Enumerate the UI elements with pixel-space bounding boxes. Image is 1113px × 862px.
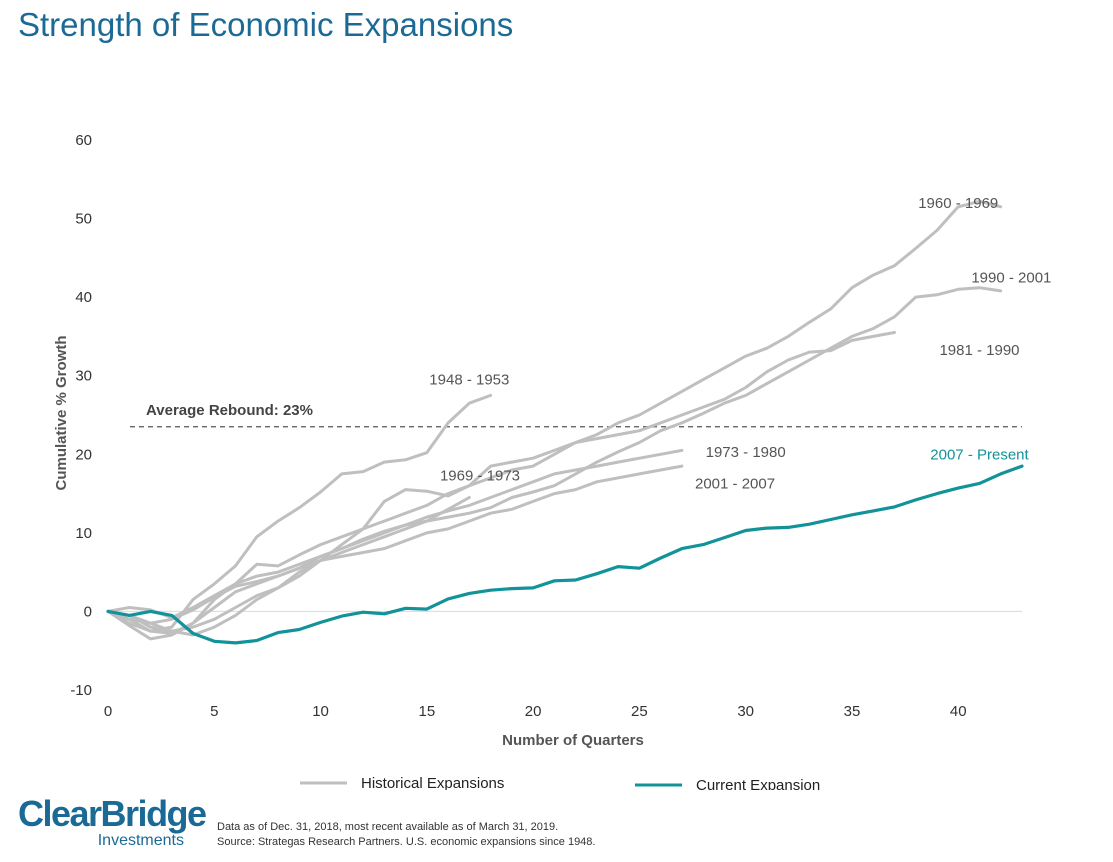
series-labels: 1948 - 1953 1960 - 1969 1990 - 2001 1981 - … (429, 195, 1051, 493)
y-tick-label: 0 (84, 603, 92, 620)
average-rebound-label: Average Rebound: 23% (146, 402, 313, 419)
series-group (106, 199, 1024, 645)
series-line-1948-1953 (106, 393, 493, 633)
x-tick-label: 40 (950, 703, 967, 720)
y-tick-label: 30 (75, 368, 92, 385)
legend-label-current-expansion: Current Expansion (696, 777, 820, 790)
y-tick-label: 60 (75, 132, 92, 149)
legend-label-historical-expansions: Historical Expansions (361, 775, 504, 790)
footnotes: Data as of Dec. 31, 2018, most recent av… (217, 820, 595, 850)
y-axis-label: Cumulative % Growth (53, 335, 70, 490)
chart-title: Strength of Economic Expansions (18, 6, 514, 43)
series-line-1990-2001 (106, 286, 1003, 625)
series-line-1960-1969 (106, 199, 1003, 641)
series-line-2007-present (106, 464, 1024, 645)
x-tick-label: 25 (631, 703, 648, 720)
y-tick-label: -10 (70, 682, 92, 699)
series-label-1969-1973: 1969 - 1973 (440, 468, 520, 485)
series-label-1973-1980: 1973 - 1980 (706, 444, 786, 461)
y-tick-label: 20 (75, 446, 92, 463)
axes: -10 0 10 20 30 40 50 60 0 5 10 15 20 25 30 35 40 Number o… (53, 132, 1022, 749)
x-tick-label: 0 (104, 703, 112, 720)
x-axis-label: Number of Quarters (502, 732, 644, 749)
x-tick-label: 30 (737, 703, 754, 720)
y-tick-label: 50 (75, 211, 92, 228)
series-label-1948-1953: 1948 - 1953 (429, 372, 509, 389)
logo-wordmark: ClearBridge (18, 793, 207, 834)
x-tick-label: 5 (210, 703, 218, 720)
line-chart: -10 0 10 20 30 40 50 60 0 5 10 15 20 25 30 35 40 Number o… (53, 132, 1051, 790)
series-line-2001-2007 (106, 464, 684, 633)
series-label-2007-present: 2007 - Present (930, 446, 1029, 463)
series-label-1960-1969: 1960 - 1969 (918, 195, 998, 212)
x-tick-label: 20 (525, 703, 542, 720)
series-label-1981-1990: 1981 - 1990 (939, 342, 1019, 359)
legend: Historical Expansions Current Expansion (300, 775, 820, 790)
series-line-1981-1990 (106, 331, 896, 637)
clearbridge-logo: ClearBridge Investments (18, 793, 207, 850)
y-tick-label: 40 (75, 289, 92, 306)
series-line-1973-1980 (106, 448, 684, 620)
footnote-source: Source: Strategas Research Partners. U.S… (217, 836, 596, 848)
logo-subtitle: Investments (97, 832, 184, 849)
x-tick-label: 35 (844, 703, 861, 720)
y-tick-label: 10 (75, 525, 92, 542)
x-tick-label: 15 (418, 703, 435, 720)
x-tick-label: 10 (312, 703, 329, 720)
footnote-data-date: Data as of Dec. 31, 2018, most recent av… (217, 821, 559, 833)
series-label-1990-2001: 1990 - 2001 (971, 270, 1051, 287)
series-label-2001-2007: 2001 - 2007 (695, 475, 775, 492)
reference-line-group: Average Rebound: 23% (130, 402, 1022, 428)
series-line-1969-1973 (106, 496, 471, 635)
